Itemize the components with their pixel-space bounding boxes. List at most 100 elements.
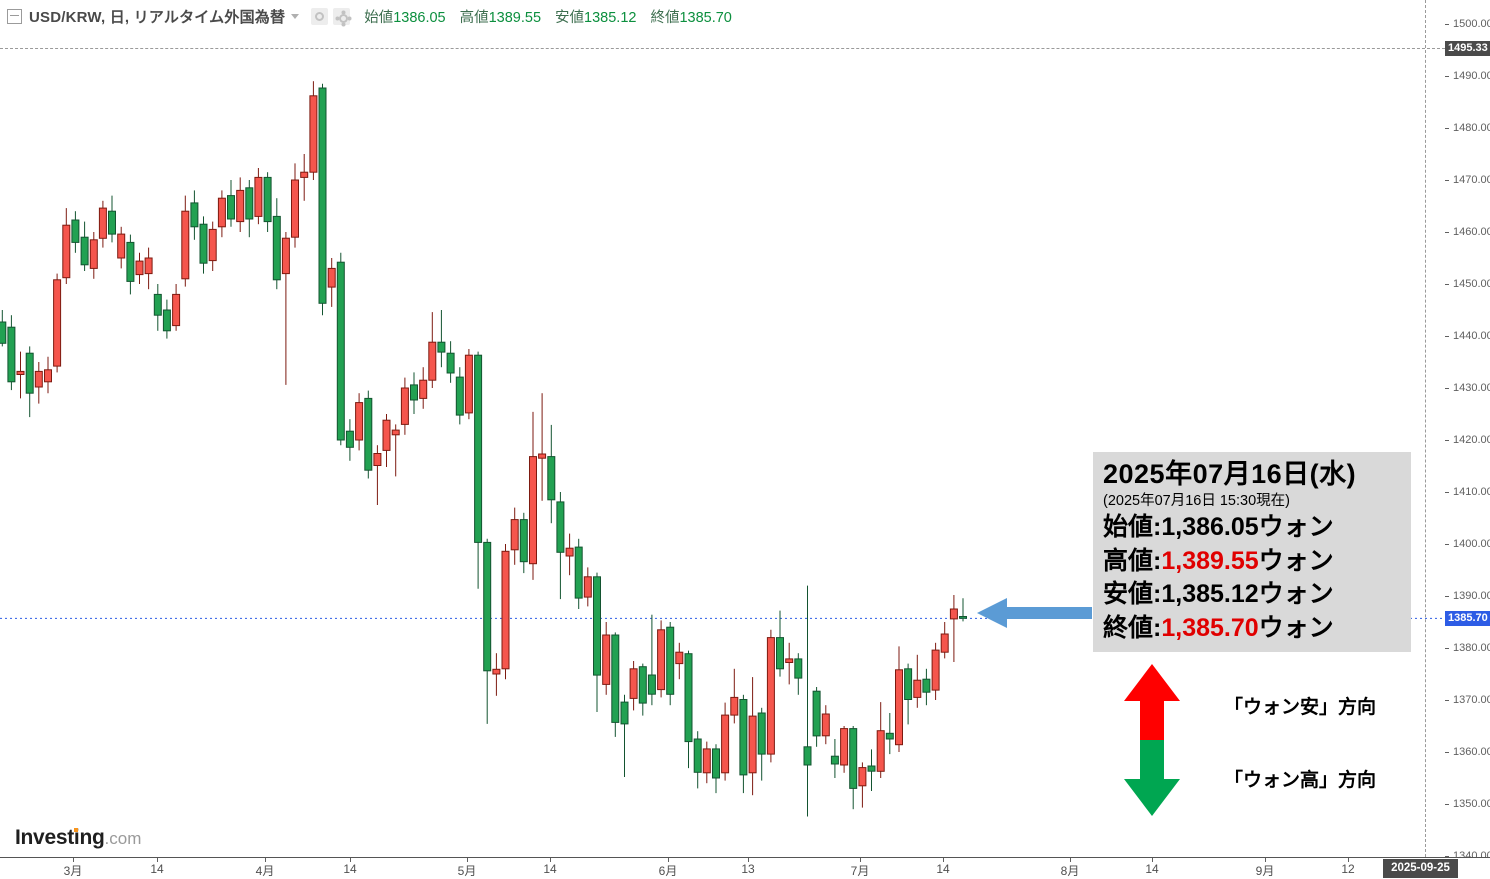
candle: [309, 81, 318, 180]
candle: [519, 512, 528, 574]
candle: [108, 195, 116, 243]
candle: [428, 312, 437, 388]
price-tick-label: 1450.00: [1453, 277, 1490, 290]
time-tick-label: 6月: [658, 864, 678, 878]
candle: [959, 598, 967, 622]
crosshair-date-label: 2025-09-25: [1383, 859, 1458, 878]
price-axis[interactable]: 1495.33 1385.70 1500.00 1490.00 1480.00 147…: [1445, 0, 1490, 862]
candle: [34, 362, 43, 404]
crosshair-horizontal-line: [0, 48, 1445, 50]
candle: [382, 414, 391, 467]
price-tick-label: 1440.00: [1453, 329, 1490, 342]
candle: [748, 677, 757, 796]
candle: [80, 221, 89, 271]
candle: [254, 168, 263, 225]
candle: [565, 533, 574, 576]
candle: [162, 299, 171, 339]
time-tick-label: 12: [1341, 862, 1355, 876]
price-tick-mark: [1445, 388, 1449, 389]
price-tick-mark: [1445, 336, 1449, 337]
time-tick-mark: [748, 858, 749, 862]
annotation-title: 2025年07月16日(水): [1103, 459, 1357, 489]
candle: [812, 687, 821, 747]
time-tick-label: 14: [543, 862, 557, 876]
candle: [291, 163, 299, 248]
price-tick-label: 1420.00: [1453, 433, 1490, 446]
candle: [126, 234, 135, 295]
price-tick-mark: [1445, 284, 1449, 285]
crosshair-price-label: 1495.33: [1445, 40, 1490, 56]
candle: [135, 252, 144, 284]
candle: [455, 367, 464, 425]
candle: [373, 445, 382, 505]
candle: [364, 390, 373, 479]
chart-header: USD/KRW, 日, リアルタイム外国為替 始値1386.05 高値1389.…: [7, 6, 746, 27]
candle: [98, 200, 107, 248]
candle: [611, 632, 620, 737]
candle: [739, 694, 748, 794]
candle: [904, 663, 913, 725]
price-tick-label: 1480.00: [1453, 121, 1490, 134]
price-tick-mark: [1445, 180, 1449, 181]
candle: [666, 622, 675, 706]
time-tick-mark: [1152, 858, 1153, 862]
price-tick-label: 1370.00: [1453, 693, 1490, 706]
candle: [913, 654, 922, 708]
investing-logo: Investing.com: [15, 826, 142, 849]
candle: [199, 216, 208, 274]
candle: [885, 713, 894, 755]
circle-icon: [315, 12, 325, 21]
candle: [190, 190, 199, 240]
candle: [757, 707, 766, 781]
price-tick-label: 1430.00: [1453, 381, 1490, 394]
annotation-subtitle: (2025年07月16日 15:30現在): [1103, 493, 1290, 509]
candle: [227, 180, 235, 227]
candle: [830, 739, 839, 778]
candle: [712, 744, 720, 794]
candle: [446, 341, 455, 383]
annotation-open-row: 始値:1,386.05ウォン: [1103, 513, 1334, 541]
price-tick-mark: [1445, 856, 1449, 857]
candle: [876, 702, 885, 778]
candle: [345, 419, 354, 461]
candle: [501, 544, 510, 680]
candle: [71, 211, 80, 253]
price-tick-mark: [1445, 440, 1449, 441]
open-readout: 始値1386.05: [364, 10, 446, 26]
candle: [16, 351, 25, 399]
price-tick-label: 1400.00: [1453, 537, 1490, 550]
candle: [702, 741, 711, 784]
candle: [840, 726, 849, 773]
collapse-icon[interactable]: [7, 9, 22, 24]
price-tick-mark: [1445, 648, 1449, 649]
candle: [766, 629, 775, 763]
candle: [895, 646, 903, 752]
price-tick-mark: [1445, 700, 1449, 701]
time-axis[interactable]: 2025-09-25 3月 14 4月 14 5月 14 6月 13 7月 14 8月 14 9月 12: [0, 857, 1490, 879]
candle: [464, 349, 473, 420]
chevron-down-icon[interactable]: [291, 14, 300, 19]
price-tick-mark: [1445, 596, 1449, 597]
chart-canvas[interactable]: [0, 0, 1445, 857]
candle: [0, 310, 7, 347]
candle: [117, 226, 126, 269]
candle: [574, 538, 583, 609]
candle: [281, 232, 290, 385]
settings-button[interactable]: [333, 8, 351, 25]
price-tick-label: 1360.00: [1453, 745, 1490, 758]
candle: [492, 653, 501, 696]
annotation-high-row: 高値:1,389.55ウォン: [1103, 546, 1334, 575]
price-tick-mark: [1445, 76, 1449, 77]
candle: [419, 367, 428, 409]
candle: [53, 273, 62, 373]
price-tick-mark: [1445, 232, 1449, 233]
candle: [785, 642, 794, 685]
indicator-button[interactable]: [311, 8, 329, 25]
time-tick-label: 4月: [255, 864, 275, 878]
candle: [336, 252, 345, 446]
candle: [556, 492, 565, 600]
candle: [327, 258, 336, 307]
candle: [391, 424, 400, 477]
candle: [693, 731, 702, 789]
time-tick-mark: [550, 858, 551, 862]
